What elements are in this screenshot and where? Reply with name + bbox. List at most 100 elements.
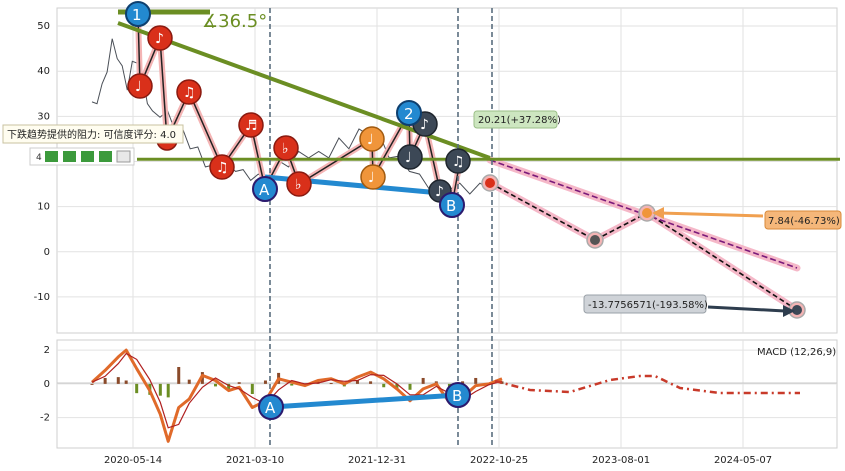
rating-star-empty-icon	[116, 150, 131, 163]
wave-2-marker	[396, 100, 422, 126]
macd-histogram-bar	[237, 382, 241, 384]
y-tick-label: -10	[34, 292, 50, 303]
rating-star-icon	[99, 151, 112, 162]
x-tick-label: 2022-10-25	[470, 455, 528, 466]
y-tick-label: 40	[37, 66, 50, 77]
note-marker	[359, 126, 385, 152]
macd-histogram-bar	[329, 383, 333, 385]
macd-histogram-bar	[250, 383, 254, 394]
macd-point-b-label: B	[452, 387, 462, 405]
macd-histogram-bar	[214, 383, 218, 387]
point-a-label: A	[259, 181, 270, 199]
note-marker	[273, 135, 299, 161]
note-marker	[445, 148, 471, 174]
macd-histogram-bar	[227, 383, 231, 389]
x-tick-label: 2020-05-14	[104, 455, 162, 466]
flat-sign-icon: ♭	[282, 141, 289, 157]
macd-histogram-bar	[103, 377, 107, 384]
upper-annotation-box	[473, 110, 558, 129]
macd-histogram-bar	[382, 383, 386, 388]
y-tick-label: 50	[37, 21, 50, 32]
macd-histogram-bar	[263, 380, 267, 384]
beamed-note-icon: ♫	[183, 85, 196, 101]
macd-histogram-bar	[474, 377, 478, 384]
lower-arrow-shaft	[707, 305, 786, 313]
quarter-note-icon: ♩	[368, 170, 375, 186]
main-panel	[56, 7, 838, 334]
projection-end-dot	[792, 305, 802, 315]
projection-start-dot	[485, 178, 495, 188]
macd-projection-line	[494, 374, 800, 395]
x-ticks: 2020-05-14 2021-03-10 2021-12-31 2022-10-25…	[104, 455, 772, 466]
note-marker	[176, 79, 202, 105]
macd-histogram-bar	[166, 383, 170, 398]
macd-histogram-bar	[395, 383, 399, 389]
upper-annotation-text: 20.21(+37.28%)	[478, 115, 561, 126]
ab-line-macd	[271, 392, 459, 410]
macd-histogram-bar	[124, 380, 128, 384]
macd-point-a-marker	[258, 394, 284, 420]
projection-dashed-black	[489, 182, 798, 311]
point-a-marker	[252, 176, 278, 202]
macd-histogram-bar	[135, 383, 139, 394]
beamed-note-icon: ♫	[452, 154, 465, 170]
macd-point-b-marker	[445, 382, 471, 408]
note-marker	[286, 171, 312, 197]
macd-histogram-bar	[177, 367, 181, 384]
macd-y-ticks: 2 0 -2	[40, 345, 50, 424]
eighth-note-icon: ♪	[435, 184, 444, 200]
macd-line	[90, 348, 503, 443]
macd-grid	[57, 340, 837, 448]
y-tick-label: 30	[37, 111, 50, 122]
flat-sign-icon: ♭	[295, 177, 302, 193]
note-marker	[238, 112, 264, 138]
beamed-note-icon: ♫	[216, 160, 229, 176]
eighth-note-icon: ♪	[420, 117, 429, 133]
point-b-label: B	[446, 197, 456, 215]
mid-arrow-shaft	[659, 211, 764, 218]
macd-histogram-bar	[369, 381, 373, 384]
tooltip-rating-text: 4	[36, 153, 42, 163]
projection-mid-dot	[642, 208, 652, 218]
x-tick-label: 2021-12-31	[348, 455, 406, 466]
mid-arrow-head	[652, 207, 664, 219]
macd-y-tick-label: 0	[44, 379, 50, 390]
macd-histogram-bar	[90, 383, 94, 385]
quarter-note-icon: ♩	[405, 150, 412, 166]
projection-low-dot	[590, 235, 600, 245]
rating-star-icon	[45, 151, 58, 162]
tooltip-box	[2, 124, 184, 144]
macd-point-a-label: A	[265, 399, 276, 417]
macd-histogram-bar	[461, 381, 465, 384]
wave-2-label: 2	[404, 105, 414, 123]
note-marker	[209, 154, 235, 180]
sixteenth-note-icon: ♬	[245, 118, 258, 134]
macd-histogram-bar	[290, 383, 294, 386]
wave-1-label: 1	[132, 6, 142, 24]
macd-signal-line	[91, 352, 503, 429]
macd-histogram-bar	[408, 383, 412, 390]
note-marker	[127, 73, 153, 99]
mid-annotation-text: 7.84(-46.73%)	[768, 216, 840, 227]
note-marker	[147, 25, 173, 51]
macd-histogram-bar	[116, 377, 120, 384]
lower-annotation-box	[583, 294, 707, 314]
macd-y-tick-label: 2	[44, 345, 50, 356]
wave-1-marker	[125, 1, 151, 27]
tooltip-text: 下跌趋势提供的阻力: 可信度评分: 4.0	[7, 128, 176, 141]
y-tick-label: 0	[44, 247, 50, 258]
note-marker	[397, 144, 423, 170]
tooltip-rating-icons	[45, 150, 131, 163]
point-b-marker	[439, 192, 465, 218]
x-tick-label: 2021-03-10	[226, 455, 284, 466]
note-marker	[360, 164, 386, 190]
lower-annotation-text: -13.7756571(-193.58%)	[588, 300, 708, 311]
macd-histogram-bar	[187, 379, 191, 384]
macd-histogram-bar	[158, 383, 162, 396]
angle-label: ∡36.5°	[202, 11, 267, 32]
x-tick-label: 2024-05-07	[714, 455, 772, 466]
eighth-note-icon: ♪	[155, 31, 164, 47]
y-tick-label: 10	[37, 202, 50, 213]
quarter-note-icon: ♩	[367, 132, 374, 148]
